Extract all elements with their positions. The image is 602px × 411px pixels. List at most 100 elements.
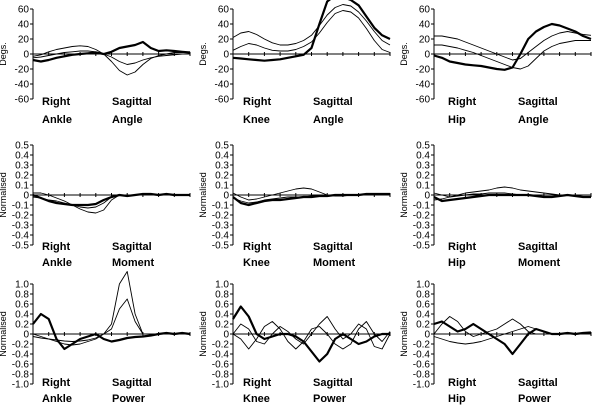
- y-tick-label: -0.1: [212, 201, 230, 212]
- y-axis-label: Normalised: [198, 172, 208, 218]
- y-tick-label: 0.2: [215, 171, 229, 182]
- y-tick-label: -20: [416, 65, 431, 76]
- label-plane: Sagittal: [518, 241, 558, 253]
- y-axis-label: Normalised: [0, 172, 8, 218]
- y-tick-label: 1.0: [15, 280, 29, 291]
- y-tick-label: -60: [15, 95, 30, 106]
- label-measure: Angle: [112, 114, 143, 126]
- panel-knee-moment: 0.50.40.30.20.10-0.1-0.2-0.3-0.4-0.5 Norm…: [198, 141, 391, 269]
- y-tick-label: 20: [419, 35, 431, 46]
- y-tick-label: 0: [424, 191, 430, 202]
- y-tick-label: -0.5: [12, 241, 30, 252]
- y-tick-label: -0.2: [413, 211, 431, 222]
- y-tick-label: -60: [416, 95, 431, 106]
- y-tick-label: 0: [23, 50, 29, 61]
- series-line-thick: [32, 40, 191, 63]
- series-line-thin: [232, 321, 391, 350]
- label-side: Right: [243, 377, 271, 389]
- y-tick-label: -0.8: [413, 370, 431, 381]
- label-plane: Sagittal: [518, 96, 558, 108]
- series-line-thin: [232, 194, 390, 204]
- y-tick-label: 40: [419, 20, 431, 31]
- y-tick-label: 60: [18, 5, 30, 16]
- y-tick-label: -0.5: [413, 241, 431, 252]
- label-measure: Power: [112, 393, 146, 405]
- y-tick-label: 0.4: [15, 310, 29, 321]
- label-measure: Angle: [518, 114, 549, 126]
- y-tick-label: 0.1: [15, 181, 29, 192]
- y-tick-label: -0.4: [12, 350, 30, 361]
- y-tick-label: 1.0: [416, 280, 430, 291]
- y-axis-label: Normalised: [399, 311, 409, 357]
- y-tick-label: -20: [15, 65, 30, 76]
- label-joint: Hip: [448, 257, 466, 269]
- y-tick-label: 0.2: [15, 320, 29, 331]
- y-tick-label: -0.3: [12, 221, 30, 232]
- y-tick-label: -0.2: [12, 211, 30, 222]
- series-line-thick: [232, 192, 390, 207]
- y-tick-label: 0.5: [416, 141, 430, 152]
- panel-hip-power: 1.00.80.60.40.20-0.2-0.4-0.6-0.8-1.0 Norm…: [399, 280, 592, 405]
- panel-knee-angle: 60 40 20 0 -20 -40 -60 Degs. Right Knee Sagittal An…: [198, 0, 391, 126]
- label-measure: Moment: [112, 257, 155, 269]
- y-tick-label: 0.2: [215, 320, 229, 331]
- y-tick-label: 0: [23, 191, 29, 202]
- series-line-thin: [434, 40, 591, 70]
- y-tick-label: 40: [218, 20, 230, 31]
- series-line-thick: [232, 0, 391, 62]
- y-tick-label: 0.4: [215, 310, 229, 321]
- label-joint: Ankle: [42, 257, 72, 269]
- y-tick-label: 0.2: [15, 171, 29, 182]
- y-tick-label: 0.3: [15, 161, 29, 172]
- series-line-thin: [232, 316, 391, 350]
- label-joint: Hip: [448, 393, 466, 405]
- y-tick-label: -0.2: [212, 211, 230, 222]
- y-tick-label: -0.5: [212, 241, 230, 252]
- label-joint: Knee: [243, 114, 270, 126]
- y-tick-label: 0.4: [416, 310, 430, 321]
- y-tick-label: 0.1: [416, 181, 430, 192]
- y-tick-label: 60: [218, 5, 230, 16]
- y-tick-label: -0.6: [212, 360, 230, 371]
- y-tick-label: 0: [223, 191, 229, 202]
- series-line-thin: [232, 10, 391, 53]
- y-tick-label: -40: [15, 80, 30, 91]
- y-tick-label: 0.5: [215, 141, 229, 152]
- y-tick-label: -1.0: [12, 380, 30, 391]
- panel-ankle-power: 1.00.80.60.40.20-0.2-0.4-0.6-0.8-1.0 Norm…: [0, 271, 191, 405]
- y-tick-label: -1.0: [212, 380, 230, 391]
- y-tick-label: 0: [223, 330, 229, 341]
- y-axis-label: Normalised: [399, 172, 409, 218]
- y-tick-label: 0.8: [416, 290, 430, 301]
- panel-hip-angle: 60 40 20 0 -20 -40 -60 Degs. Right Hip Sagittal Ang…: [399, 5, 592, 126]
- series-line-thin: [434, 31, 592, 61]
- label-plane: Sagittal: [112, 241, 152, 253]
- y-tick-label: 0: [223, 50, 229, 61]
- y-tick-label: 0.4: [416, 151, 430, 162]
- label-measure: Power: [518, 393, 552, 405]
- label-side: Right: [448, 377, 476, 389]
- y-tick-label: -40: [215, 80, 230, 91]
- series-line-thick: [433, 320, 592, 356]
- label-measure: Moment: [313, 257, 356, 269]
- y-tick-label: 0.2: [416, 320, 430, 331]
- series-line-thick: [433, 22, 592, 71]
- series-line-thick: [32, 312, 191, 351]
- y-tick-label: 0: [424, 330, 430, 341]
- y-tick-label: 0: [23, 330, 29, 341]
- y-tick-label: 20: [18, 35, 30, 46]
- label-plane: Sagittal: [518, 377, 558, 389]
- y-tick-label: 0.6: [15, 300, 29, 311]
- y-tick-label: 0.3: [215, 161, 229, 172]
- y-tick-label: -0.4: [413, 231, 431, 242]
- y-tick-label: -40: [416, 80, 431, 91]
- label-joint: Knee: [243, 257, 270, 269]
- y-tick-label: 0.1: [215, 181, 229, 192]
- series-line-thin: [32, 298, 190, 342]
- y-tick-label: 1.0: [215, 280, 229, 291]
- series-line-thin: [433, 192, 591, 201]
- series-line-thin: [32, 194, 190, 209]
- label-measure: Angle: [313, 114, 344, 126]
- label-side: Right: [42, 241, 70, 253]
